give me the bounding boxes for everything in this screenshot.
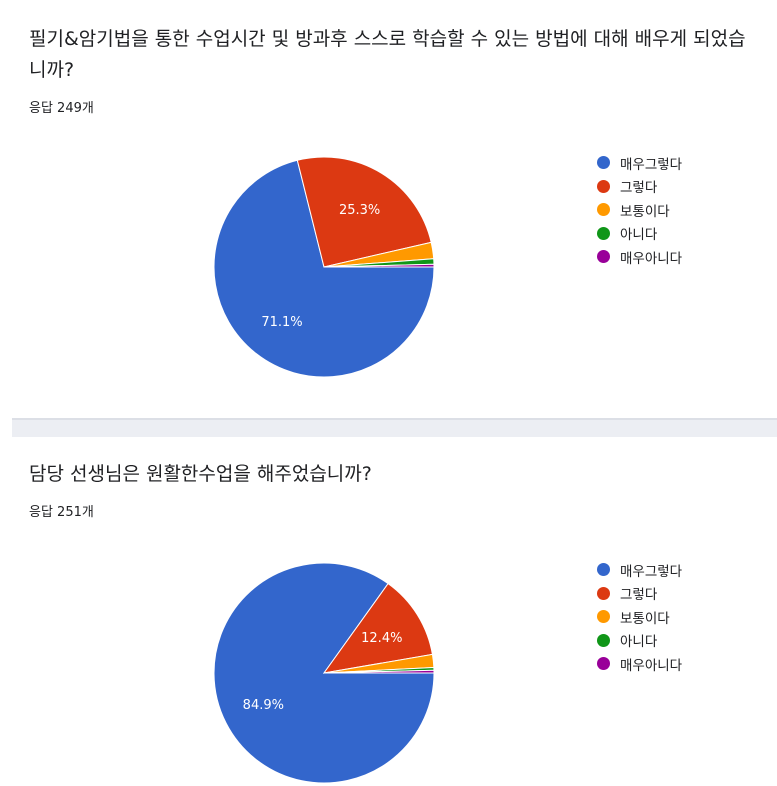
- legend-item: 아니다: [597, 629, 682, 653]
- legend-item: 매우아니다: [597, 652, 682, 676]
- legend-swatch: [597, 634, 610, 647]
- legend-label: 매우아니다: [620, 247, 682, 267]
- slice-percent-label: 12.4%: [361, 631, 402, 646]
- legend-item: 보통이다: [597, 198, 682, 222]
- legend-swatch: [597, 250, 610, 263]
- legend-item: 매우그렇다: [597, 151, 682, 175]
- legend-item: 아니다: [597, 222, 682, 246]
- legend-swatch: [597, 587, 610, 600]
- legend-label: 보통이다: [620, 607, 670, 627]
- legend-swatch: [597, 156, 610, 169]
- section-divider-line: [12, 418, 777, 420]
- legend-swatch: [597, 227, 610, 240]
- legend-swatch: [597, 203, 610, 216]
- legend-label: 매우그렇다: [620, 153, 682, 173]
- legend-item: 그렇다: [597, 175, 682, 199]
- legend-item: 매우아니다: [597, 245, 682, 269]
- slice-percent-label: 25.3%: [339, 203, 380, 218]
- question-card-2: 담당 선생님은 원활한수업을 해주었습니까? 응답 251개 84.9% 12.4…: [0, 437, 777, 786]
- legend-label: 아니다: [620, 223, 657, 243]
- question-card-1: 필기&암기법을 통한 수업시간 및 방과후 스스로 학습할 수 있는 방법에 대…: [0, 0, 777, 418]
- legend-swatch: [597, 563, 610, 576]
- legend-label: 그렇다: [620, 176, 657, 196]
- legend-item: 보통이다: [597, 605, 682, 629]
- legend-label: 아니다: [620, 630, 657, 650]
- legend-label: 매우그렇다: [620, 560, 682, 580]
- section-divider: [12, 418, 777, 437]
- legend-swatch: [597, 610, 610, 623]
- pie-slices: 71.1% 25.3%: [214, 157, 434, 377]
- legend-label: 그렇다: [620, 583, 657, 603]
- legend-item: 매우그렇다: [597, 558, 682, 582]
- legend-swatch: [597, 657, 610, 670]
- slice-percent-label: 84.9%: [243, 698, 284, 713]
- legend-swatch: [597, 180, 610, 193]
- legend-item: 그렇다: [597, 582, 682, 606]
- legend-label: 매우아니다: [620, 654, 682, 674]
- legend-label: 보통이다: [620, 200, 670, 220]
- slice-percent-label: 71.1%: [261, 315, 302, 330]
- pie-slices: 84.9% 12.4%: [214, 563, 434, 783]
